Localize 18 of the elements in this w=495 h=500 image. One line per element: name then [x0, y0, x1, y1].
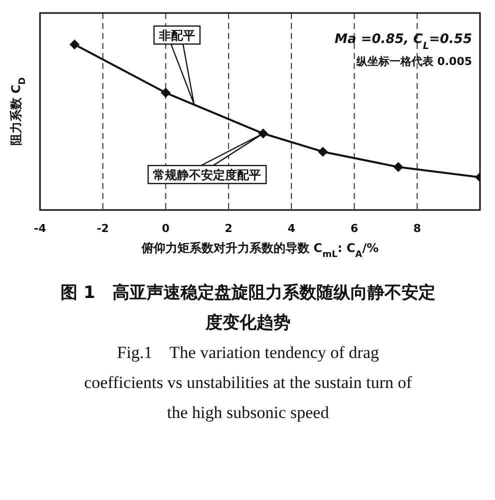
x-axis-title: 俯仰力矩系数对升力系数的导数 C$_{mL}$: C$_{A}$/% [140, 241, 379, 260]
annotation: 常规静不安定度配平 [153, 168, 262, 182]
point [393, 162, 404, 172]
x-tick-label: 2 [224, 222, 232, 235]
annotation: Ma =0.85, C$_{L}$=0.55 [334, 32, 472, 52]
x-tick-label: -4 [34, 222, 46, 235]
point [160, 88, 171, 98]
x-tick-label: 0 [162, 222, 170, 235]
x-tick-label: 4 [288, 222, 296, 235]
text: 图 1 高亚声速稳定盘旋阻力系数随纵向静不安定度变化趋势 [60, 282, 436, 335]
text: Fig.1 The variation tendency of drag coefficients vs unstabilities at the sustain turn of the high subsonic speed [83, 342, 413, 424]
x-tick-label: -2 [96, 222, 109, 235]
point [318, 146, 328, 157]
annotation: 纵坐标一格代表 0.005 [355, 55, 472, 68]
annotation: 非配平 [158, 28, 195, 43]
x-tick-label: 6 [350, 222, 358, 235]
x-tick-label: 8 [413, 222, 421, 235]
point [70, 39, 80, 50]
